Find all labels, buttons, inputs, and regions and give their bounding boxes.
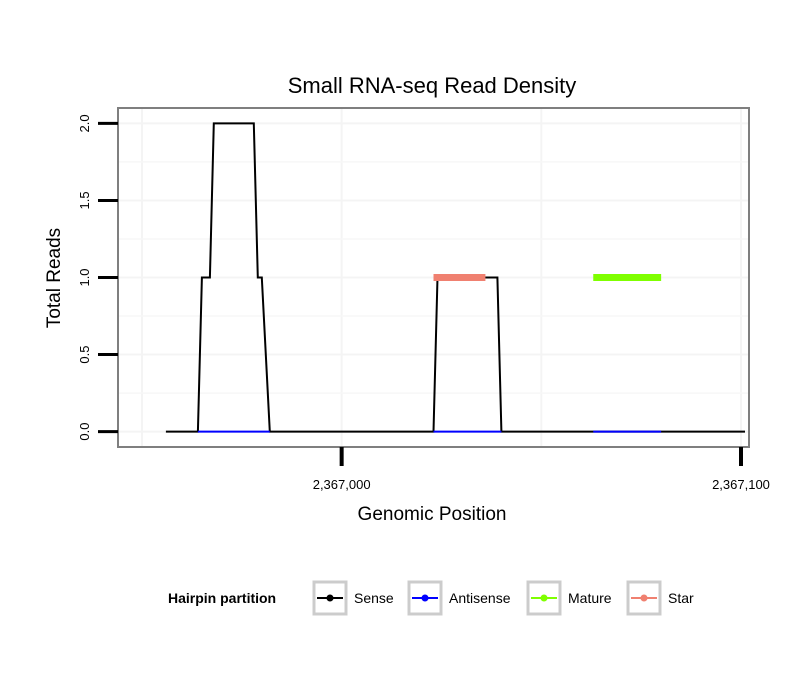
y-axis: 0.0 0.5 1.0 1.5 2.0 bbox=[77, 114, 118, 441]
legend-key-point bbox=[326, 594, 334, 602]
legend-label: Sense bbox=[354, 590, 394, 606]
legend-item-mature: Mature bbox=[526, 580, 612, 616]
legend: Hairpin partition Sense Antisense Mature St… bbox=[168, 580, 694, 616]
x-axis: 2,367,000 2,367,100 bbox=[313, 447, 770, 492]
legend-label: Star bbox=[668, 590, 694, 606]
legend-title: Hairpin partition bbox=[168, 590, 276, 606]
x-tick-label: 2,367,000 bbox=[313, 477, 371, 492]
legend-label: Antisense bbox=[449, 590, 511, 606]
y-tick-label: 0.0 bbox=[77, 423, 92, 441]
legend-item-star: Star bbox=[626, 580, 694, 616]
y-axis-title: Total Reads bbox=[44, 228, 65, 328]
series-sense-line bbox=[165, 122, 745, 433]
legend-label: Mature bbox=[568, 590, 612, 606]
legend-item-antisense: Antisense bbox=[407, 580, 511, 616]
x-tick-label: 2,367,100 bbox=[712, 477, 770, 492]
x-axis-title: Genomic Position bbox=[358, 504, 507, 525]
series-layer bbox=[165, 122, 745, 433]
legend-key-point bbox=[540, 594, 548, 602]
y-tick-label: 0.5 bbox=[77, 346, 92, 364]
y-tick-label: 2.0 bbox=[77, 114, 92, 132]
legend-key-point bbox=[640, 594, 648, 602]
chart-title: Small RNA-seq Read Density bbox=[288, 73, 577, 98]
y-tick-label: 1.5 bbox=[77, 191, 92, 209]
legend-item-sense: Sense bbox=[312, 580, 394, 616]
legend-key-point bbox=[421, 594, 429, 602]
y-tick-label: 1.0 bbox=[77, 268, 92, 286]
